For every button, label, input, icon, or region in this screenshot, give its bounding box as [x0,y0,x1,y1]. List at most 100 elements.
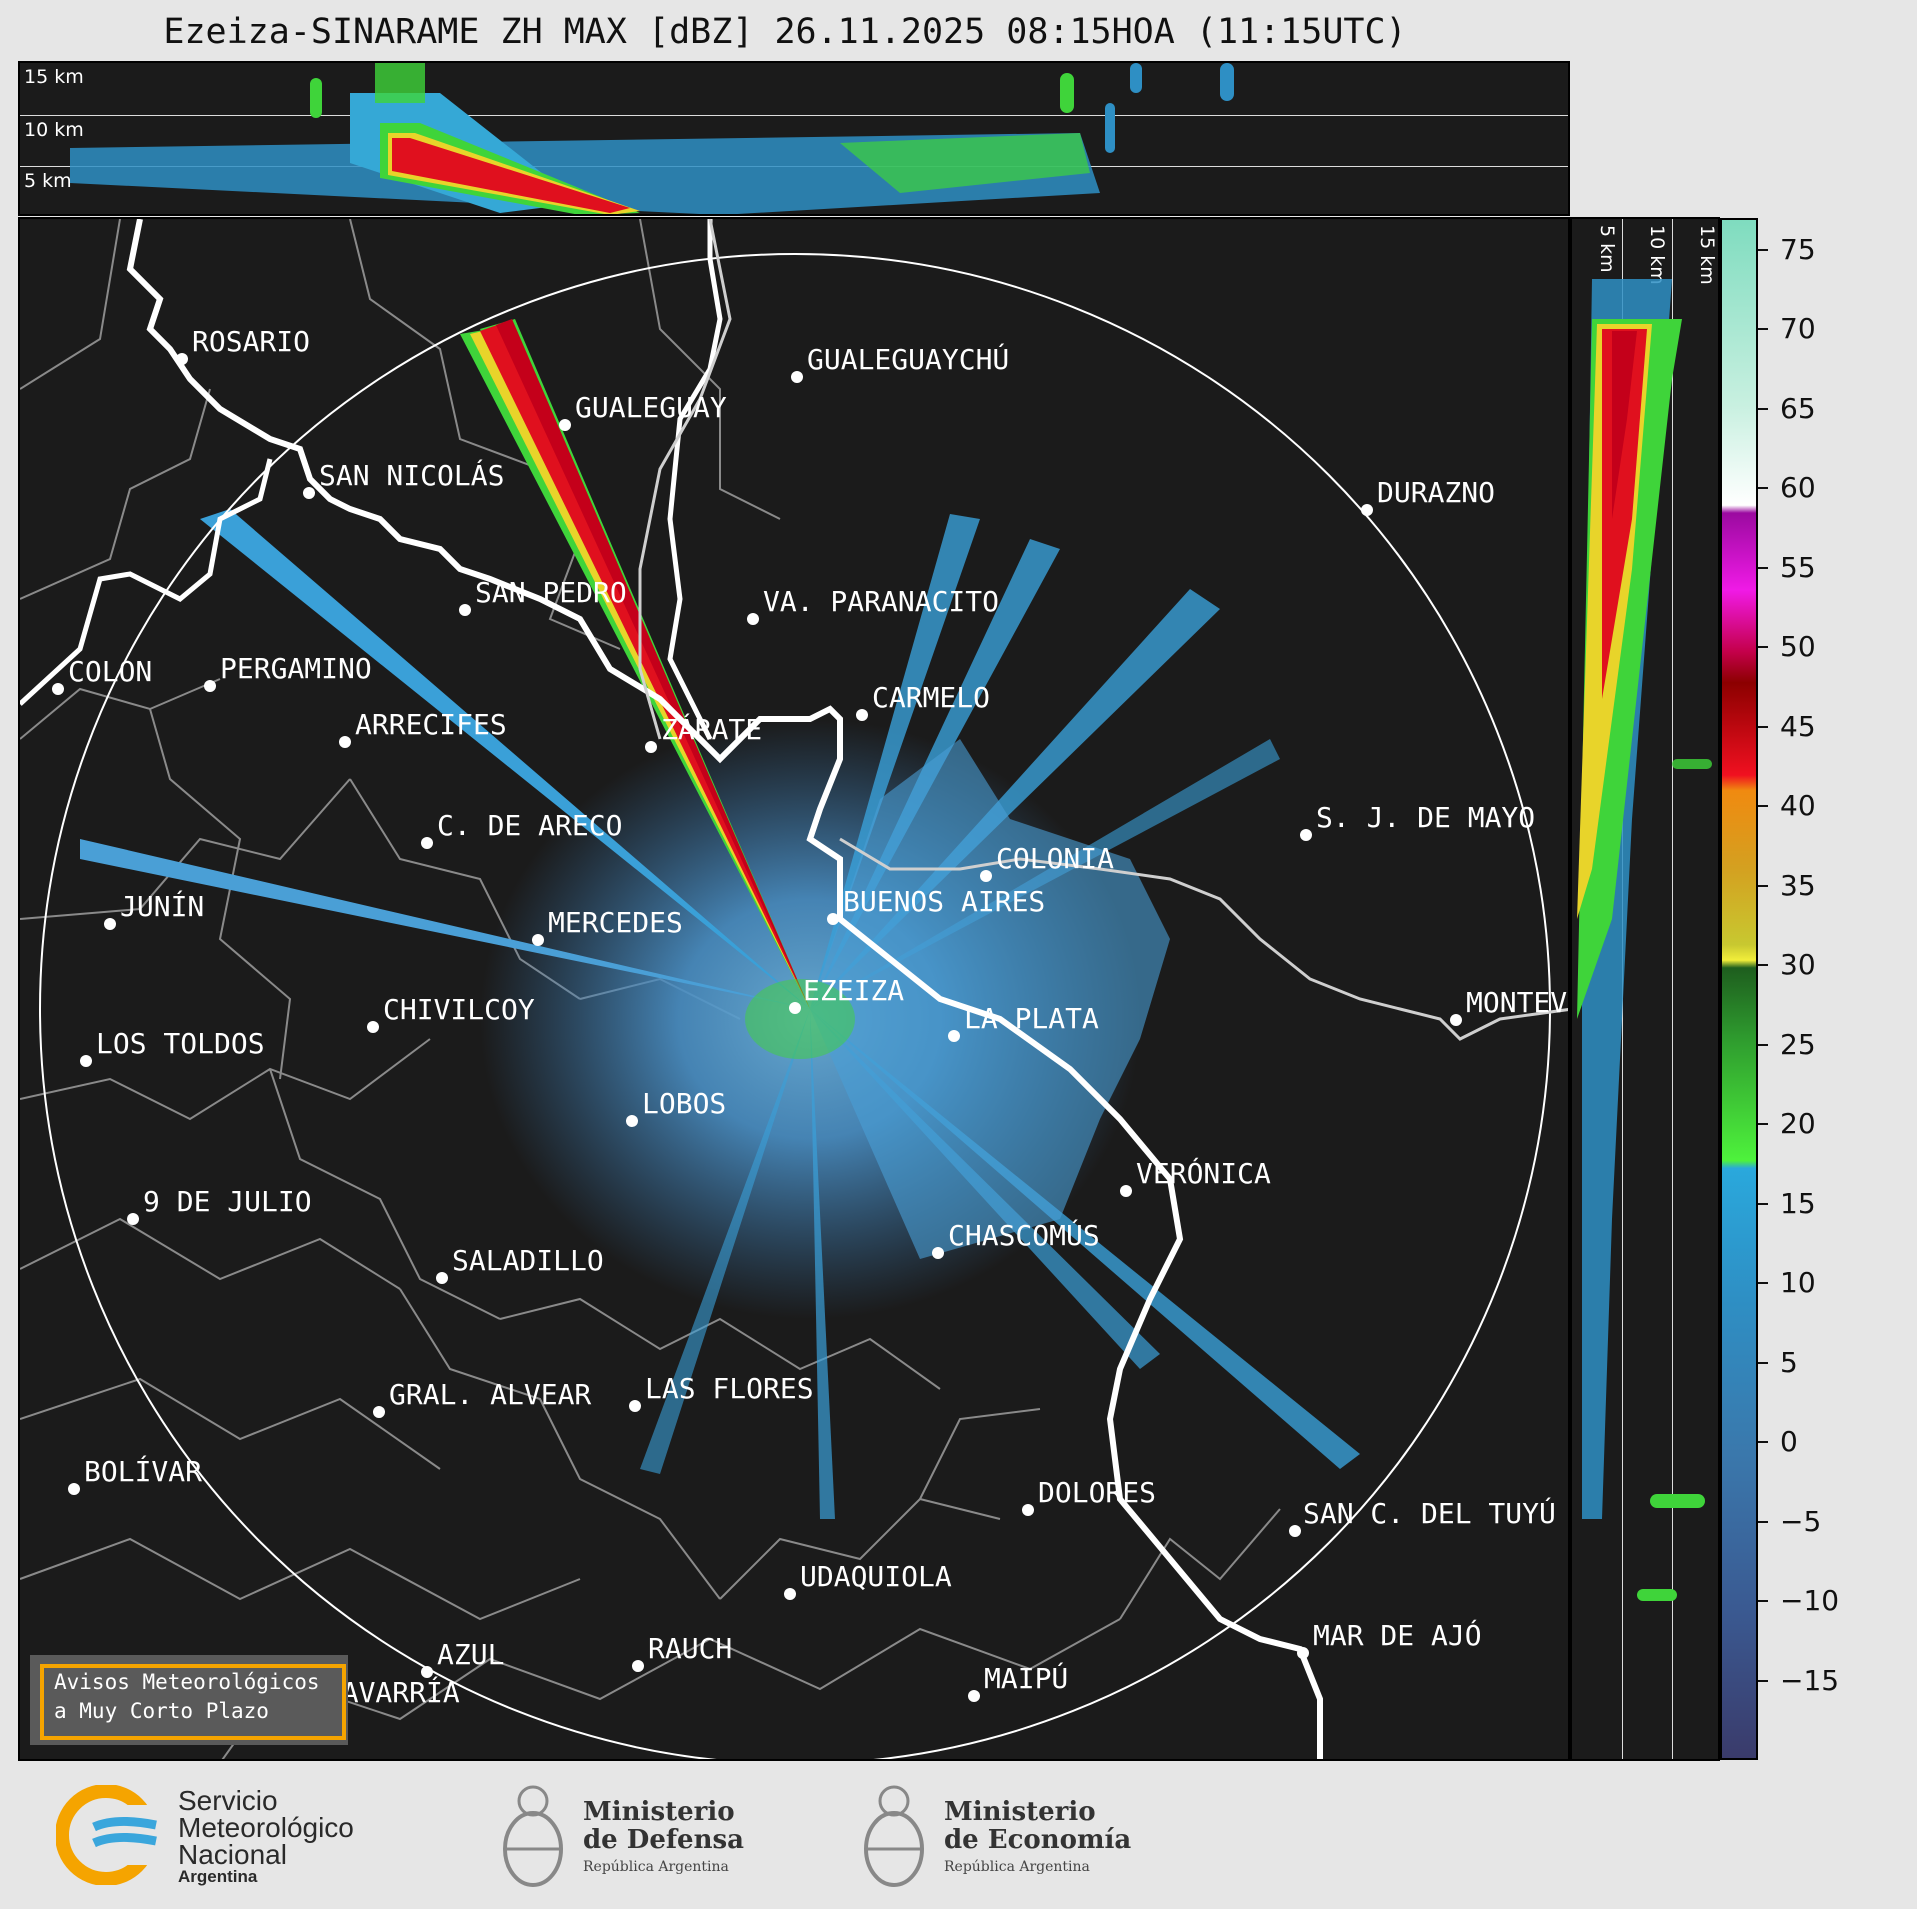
colorbar-tick-mark [1758,964,1768,967]
colorbar-tick-label: 5 [1780,1345,1798,1379]
city-label: 9 DE JULIO [143,1185,312,1218]
smn-line4: Argentina [178,1867,258,1886]
colorbar-tick-label: 55 [1780,550,1816,584]
economia-line3: República Argentina [944,1859,1090,1875]
top-gridline-10km [20,115,1568,116]
city-label: LAS FLORES [645,1372,814,1405]
colorbar-tick-label: 0 [1780,1425,1798,1459]
side-gridline-10km [1672,219,1673,1759]
city-label: VA. PARANACITO [763,585,999,618]
city-label: PERGAMINO [220,652,372,685]
city-label: GUALEGUAY [575,391,727,424]
top-cross-section: 15 km 10 km 5 km [18,61,1570,216]
colorbar-tick-label: 50 [1780,630,1816,664]
city-label: GUALEGUAYCHÚ [807,342,1009,376]
side-cross-section: 5 km 10 km 15 km [1570,217,1720,1761]
colorbar-tick-label: 75 [1780,232,1816,266]
colorbar-tick-mark [1758,805,1768,808]
side-km-label-10: 10 km [1646,225,1668,285]
city-labels: ROSARIO GUALEGUAYCHÚ GUALEGUAY SAN NICOL… [68,325,1567,1709]
city-label: ARRECIFES [355,708,507,741]
colorbar-tick-mark [1758,1202,1768,1205]
top-km-label-5: 5 km [24,170,72,192]
defensa-logo: Ministerio de Defensa República Argentin… [495,1775,795,1895]
colorbar-tick-label: 35 [1780,868,1816,902]
economia-line2: de Economía [944,1825,1132,1855]
city-label: COLONIA [996,842,1114,875]
country-borders [20,219,1323,1759]
colorbar-tick-mark [1758,1123,1768,1126]
smn-logo: Servicio Meteorológico Nacional Argentin… [56,1785,396,1886]
city-label: SAN PEDRO [475,576,627,609]
city-label: DOLORES [1038,1476,1156,1509]
colorbar-tick-label: 45 [1780,709,1816,743]
colorbar-tick-label: −10 [1780,1584,1840,1618]
city-label: S. J. DE MAYO [1316,801,1535,834]
city-label: CHIVILCOY [383,993,535,1026]
colorbar-tick-mark [1758,328,1768,331]
colorbar-tick-label: 10 [1780,1266,1816,1300]
city-label: BOLÍVAR [84,1454,202,1488]
city-label: MAIPÚ [984,1661,1068,1695]
colorbar-tick-mark [1758,646,1768,649]
top-km-label-10: 10 km [24,119,84,141]
colorbar-tick-mark [1758,884,1768,887]
avisos-box[interactable]: Avisos Meteorológicos a Muy Corto Plazo [30,1655,348,1745]
city-label: DURAZNO [1377,476,1495,509]
radar-echo [80,319,1360,1519]
colorbar-tick-label: 15 [1780,1186,1816,1220]
colorbar-tick-label: 60 [1780,471,1816,505]
colorbar-tick-label: 25 [1780,1027,1816,1061]
colorbar-tick-mark [1758,566,1768,569]
chart-title: Ezeiza-SINARAME ZH MAX [dBZ] 26.11.2025 … [163,12,1407,52]
smn-line1: Servicio [178,1785,278,1816]
top-km-label-15: 15 km [24,66,84,88]
city-label: CARMELO [872,681,990,714]
radar-map: ROSARIO GUALEGUAYCHÚ GUALEGUAY SAN NICOL… [18,217,1570,1761]
city-label: SAN C. DEL TUYÚ [1303,1496,1556,1530]
coat-of-arms-icon [864,1785,924,1887]
colorbar-tick-mark [1758,1282,1768,1285]
colorbar-tick-mark [1758,1043,1768,1046]
city-label: VERÓNICA [1136,1156,1271,1190]
city-label: C. DE ARECO [437,809,622,842]
city-label: RAUCH [648,1632,732,1665]
colorbar-tick-mark [1758,1600,1768,1603]
city-label: ZÁRATE [661,712,762,746]
city-label: JUNÍN [120,889,204,923]
colorbar-tick-label: 70 [1780,312,1816,346]
city-label: SAN NICOLÁS [319,458,504,492]
defensa-line1: Ministerio [583,1797,735,1827]
city-label: AZUL [437,1638,504,1671]
colorbar-tick-label: −5 [1780,1504,1822,1538]
colorbar [1720,218,1758,1760]
side-km-label-5: 5 km [1596,225,1618,273]
city-dots [52,353,1462,1716]
city-label: CHASCOMÚS [948,1218,1100,1252]
colorbar-tick-mark [1758,1441,1768,1444]
top-echo-layer [70,63,1234,214]
colorbar-tick-mark [1758,487,1768,490]
city-label: SALADILLO [452,1244,604,1277]
side-echo-layer [1577,279,1712,1601]
colorbar-tick-mark [1758,1520,1768,1523]
city-label: LOS TOLDOS [96,1027,265,1060]
city-label: UDAQUIOLA [800,1560,952,1593]
economia-line1: Ministerio [944,1797,1096,1827]
city-label: LOBOS [642,1087,726,1120]
colorbar-tick-mark [1758,1361,1768,1364]
colorbar-tick-mark [1758,248,1768,251]
coat-of-arms-icon [503,1785,563,1887]
range-ring [39,253,1551,1759]
smn-line3: Nacional [178,1839,287,1870]
avisos-line1: Avisos Meteorológicos [54,1670,320,1694]
colorbar-tick-mark [1758,407,1768,410]
city-label: MONTEV [1466,986,1567,1019]
city-label: MERCEDES [548,906,683,939]
map-layer: ROSARIO GUALEGUAYCHÚ GUALEGUAY SAN NICOL… [20,219,1568,1759]
colorbar-tick-label: 30 [1780,948,1816,982]
colorbar-tick-mark [1758,1679,1768,1682]
city-label: BUENOS AIRES [843,885,1045,918]
economia-logo: Ministerio de Economía República Argenti… [856,1775,1176,1895]
colorbar-tick-label: −15 [1780,1663,1840,1697]
